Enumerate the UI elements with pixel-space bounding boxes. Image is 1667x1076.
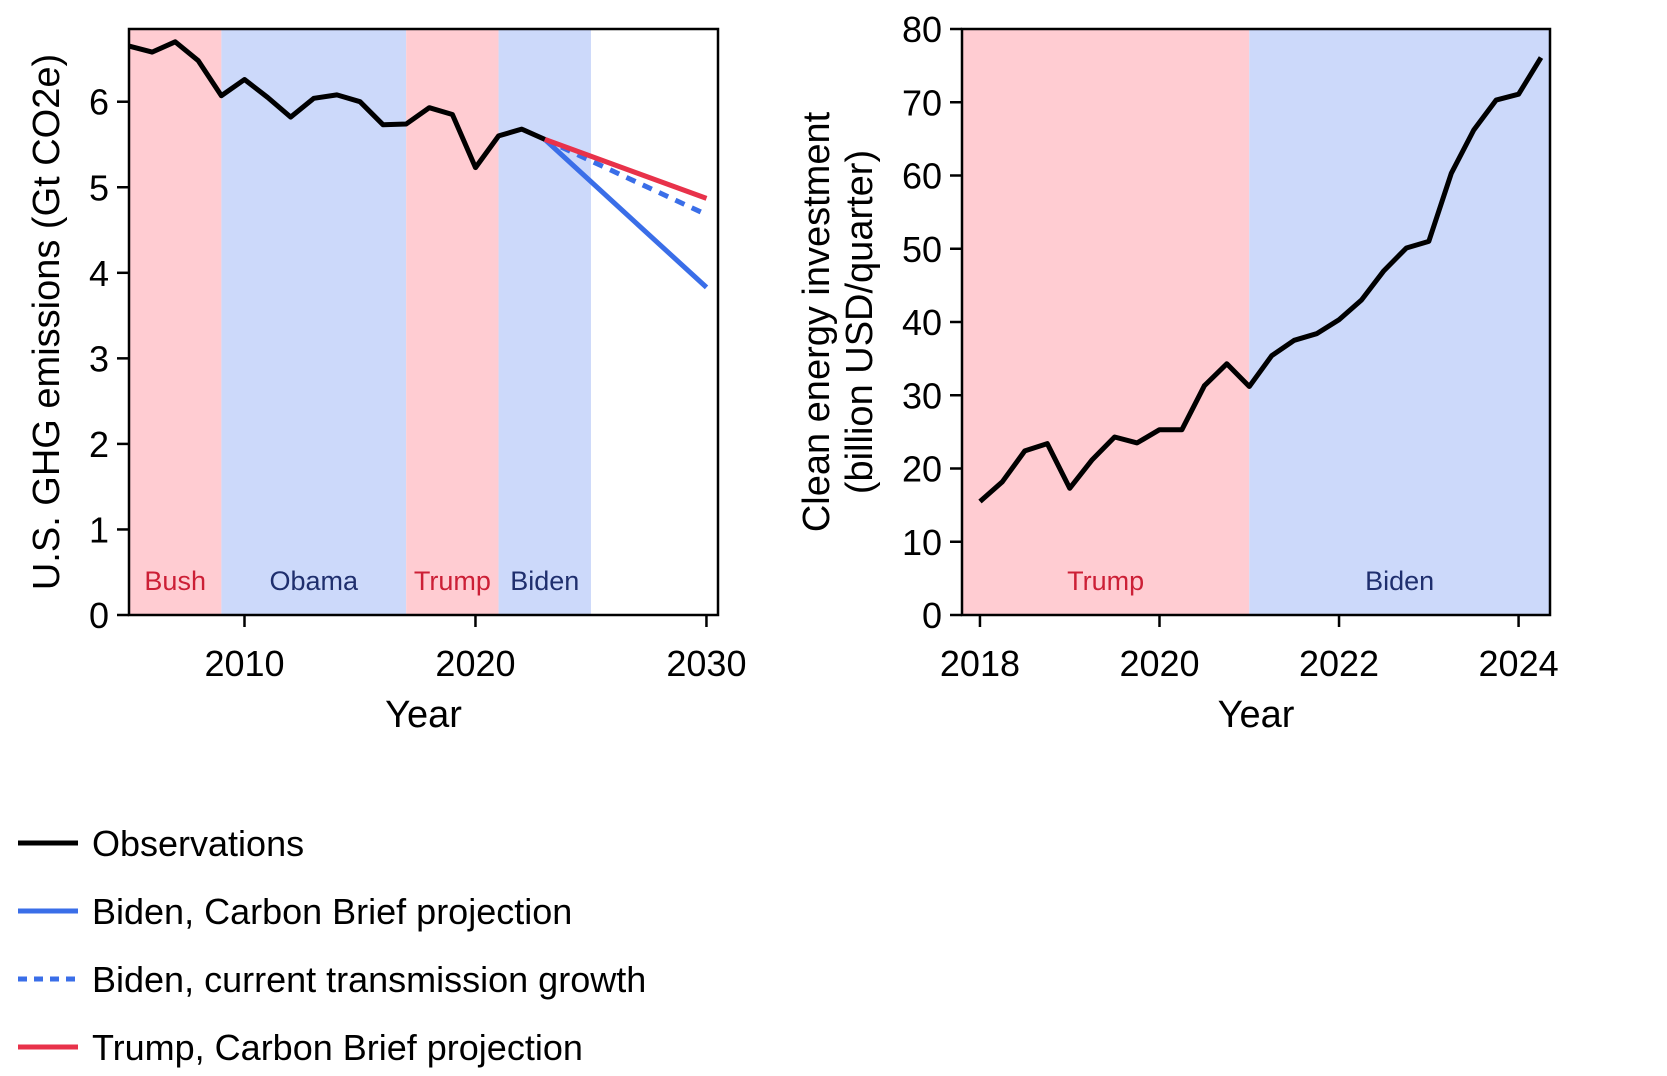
era-band-obama	[221, 29, 407, 615]
era-band-bush	[129, 29, 222, 615]
y-tick-label: 0	[89, 595, 109, 636]
y-axis-title: U.S. GHG emissions (Gt CO2e)	[26, 54, 68, 590]
plot-frame	[127, 27, 720, 617]
legend-label: Biden, current transmission growth	[92, 959, 646, 1000]
y-tick-label: 80	[902, 9, 942, 50]
y-tick-label: 70	[902, 82, 942, 123]
x-tick-label: 2020	[1119, 643, 1199, 684]
chart-panel-1: Bush Obama Trump Biden 0 1 2 3 4 5 6 2010 2020 2030 Ye…	[26, 27, 746, 736]
y-tick-label: 1	[89, 509, 109, 550]
y-tick-label: 4	[89, 253, 109, 294]
x-tick-label: 2018	[940, 643, 1020, 684]
series-line	[543, 137, 709, 290]
era-label: Bush	[144, 566, 206, 596]
era-label: Biden	[510, 566, 579, 596]
legend: Observations Biden, Carbon Brief projecti…	[18, 823, 646, 1068]
y-axis-title: (billion USD/quarter)	[839, 150, 881, 494]
series-line	[128, 39, 546, 171]
chart-panel-2: Trump Biden 0 10 20 30 40 50 60 70 80 2018 2020 2022 2…	[796, 9, 1559, 736]
era-label: Trump	[1067, 566, 1144, 596]
y-tick-label: 50	[902, 229, 942, 270]
y-tick-label: 20	[902, 449, 942, 490]
series-line	[978, 56, 1544, 504]
x-axis-title: Year	[385, 694, 462, 736]
legend-label: Observations	[92, 823, 304, 864]
era-label: Biden	[1365, 566, 1434, 596]
era-band-biden	[1249, 29, 1550, 615]
x-tick-label: 2024	[1479, 643, 1559, 684]
era-band-biden	[498, 29, 591, 615]
era-label: Obama	[270, 566, 360, 596]
x-axis-title: Year	[1218, 694, 1295, 736]
x-tick-label: 2020	[435, 643, 515, 684]
series-line	[543, 137, 708, 217]
y-tick-label: 3	[89, 338, 109, 379]
era-label: Trump	[414, 566, 491, 596]
era-band-trump	[962, 29, 1250, 615]
y-tick-label: 0	[922, 595, 942, 636]
y-tick-label: 40	[902, 302, 942, 343]
x-tick-label: 2030	[666, 643, 746, 684]
x-tick-label: 2010	[204, 643, 284, 684]
x-tick-label: 2022	[1299, 643, 1379, 684]
legend-label: Trump, Carbon Brief projection	[92, 1027, 583, 1068]
y-tick-label: 30	[902, 375, 942, 416]
series-line	[543, 137, 708, 201]
y-tick-label: 10	[902, 522, 942, 563]
y-tick-label: 60	[902, 156, 942, 197]
legend-label: Biden, Carbon Brief projection	[92, 891, 572, 932]
era-band-trump	[406, 29, 499, 615]
y-tick-label: 2	[89, 424, 109, 465]
y-tick-label: 6	[89, 82, 109, 123]
y-axis-title: Clean energy investment	[796, 111, 838, 532]
y-tick-label: 5	[89, 167, 109, 208]
